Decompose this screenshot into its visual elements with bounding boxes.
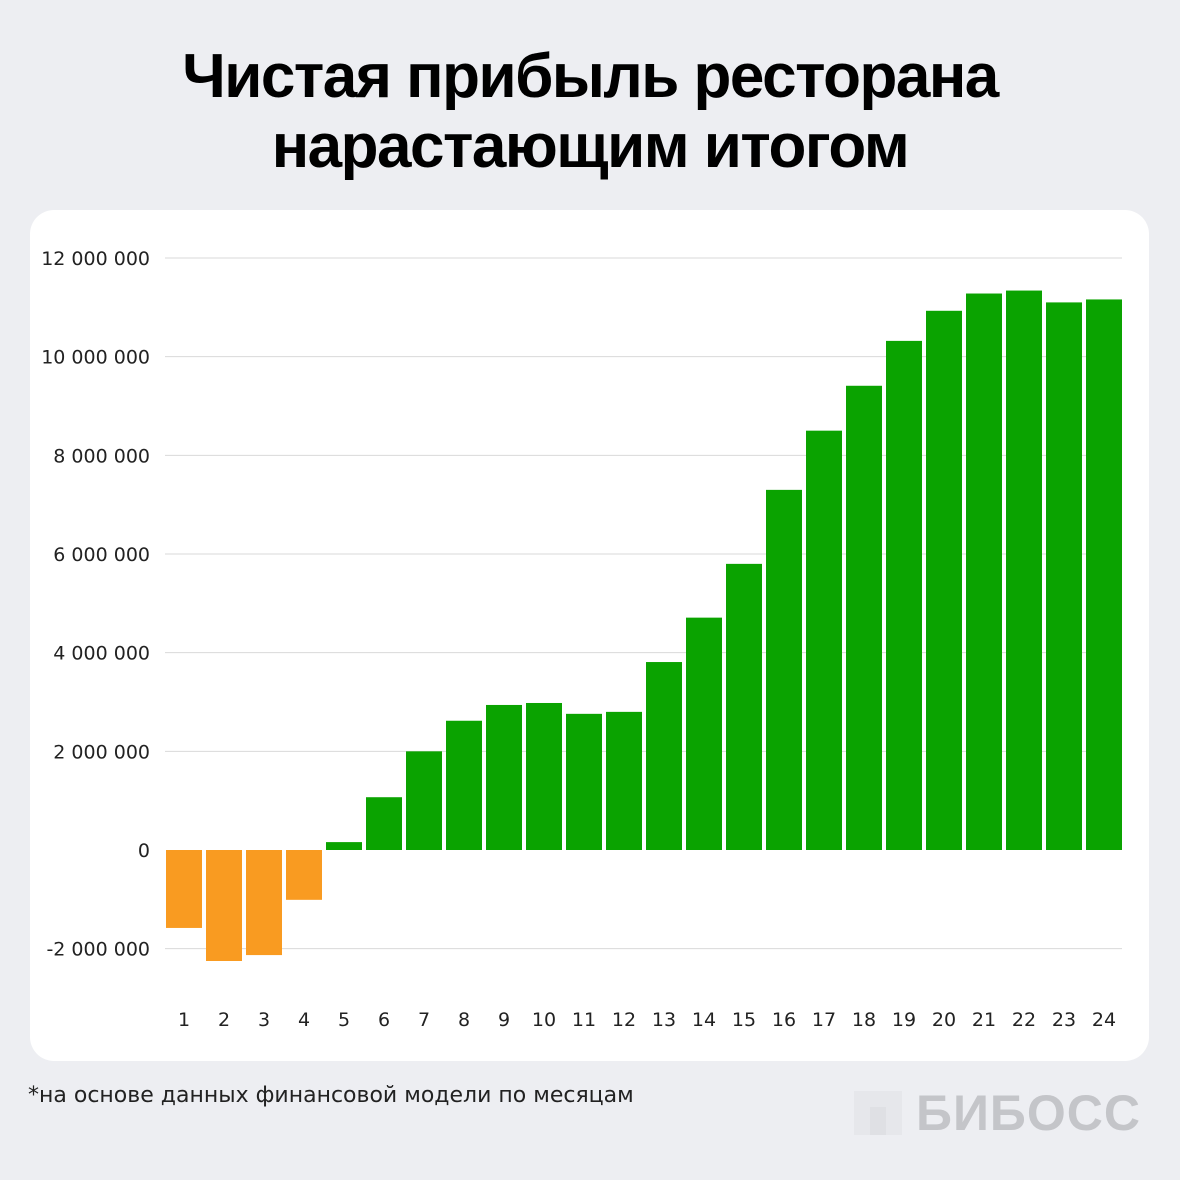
- x-tick-label: 22: [1012, 1009, 1036, 1031]
- bar-month-7: [406, 751, 442, 850]
- x-tick-label: 10: [532, 1009, 556, 1031]
- bar-month-17: [806, 430, 842, 850]
- bar-month-14: [686, 617, 722, 850]
- bar-month-2: [206, 850, 242, 961]
- y-tick-label: 10 000 000: [41, 347, 150, 369]
- bar-month-16: [766, 489, 802, 850]
- x-tick-label: 15: [732, 1009, 756, 1031]
- x-tick-label: 18: [852, 1009, 876, 1031]
- x-tick-label: 7: [418, 1009, 430, 1031]
- logo-text: БИБОСС: [916, 1085, 1141, 1141]
- x-tick-label: 12: [612, 1009, 636, 1031]
- x-tick-label: 11: [572, 1009, 596, 1031]
- bar-month-6: [366, 797, 402, 850]
- bar-month-11: [566, 713, 602, 850]
- bar-month-23: [1046, 302, 1082, 850]
- x-tick-label: 19: [892, 1009, 916, 1031]
- logo: БИБОСС: [854, 1085, 1141, 1141]
- x-tick-label: 5: [338, 1009, 350, 1031]
- bar-month-3: [246, 850, 282, 956]
- bar-month-22: [1006, 290, 1042, 850]
- x-tick-label: 1: [178, 1009, 190, 1031]
- bar-month-20: [926, 310, 962, 851]
- bar-month-1: [166, 850, 202, 928]
- bar-month-4: [286, 850, 322, 900]
- bar-month-18: [846, 385, 882, 850]
- y-tick-label: 0: [138, 840, 150, 862]
- x-tick-label: 4: [298, 1009, 310, 1031]
- bar-month-13: [646, 662, 682, 850]
- x-tick-label: 13: [652, 1009, 676, 1031]
- chart-title: Чистая прибыль ресторана нарастающим ито…: [0, 42, 1180, 182]
- x-tick-label: 3: [258, 1009, 270, 1031]
- x-tick-label: 2: [218, 1009, 230, 1031]
- y-tick-label: -2 000 000: [46, 939, 150, 961]
- x-tick-label: 6: [378, 1009, 390, 1031]
- x-tick-label: 8: [458, 1009, 470, 1031]
- bar-month-12: [606, 711, 642, 850]
- bar-month-24: [1086, 299, 1122, 850]
- bar-month-15: [726, 563, 762, 850]
- x-tick-label: 24: [1092, 1009, 1116, 1031]
- x-tick-label: 16: [772, 1009, 796, 1031]
- bar-month-19: [886, 340, 922, 850]
- y-tick-label: 12 000 000: [41, 248, 150, 270]
- x-tick-label: 14: [692, 1009, 716, 1031]
- title-line-1: Чистая прибыль ресторана: [182, 42, 999, 111]
- x-tick-label: 17: [812, 1009, 836, 1031]
- footnote: *на основе данных финансовой модели по м…: [28, 1083, 634, 1108]
- x-tick-label: 20: [932, 1009, 956, 1031]
- bar-month-9: [486, 704, 522, 850]
- x-tick-label: 23: [1052, 1009, 1076, 1031]
- y-tick-label: 6 000 000: [53, 544, 150, 566]
- logo-mark-icon: [854, 1091, 902, 1135]
- bar-month-10: [526, 702, 562, 850]
- y-tick-label: 2 000 000: [53, 741, 150, 763]
- bar-month-8: [446, 720, 482, 850]
- y-tick-label: 4 000 000: [53, 643, 150, 665]
- bar-month-21: [966, 293, 1002, 850]
- x-tick-label: 9: [498, 1009, 510, 1031]
- y-tick-label: 8 000 000: [53, 445, 150, 467]
- bar-month-5: [326, 842, 362, 850]
- title-line-2: нарастающим итогом: [271, 112, 910, 181]
- x-tick-label: 21: [972, 1009, 996, 1031]
